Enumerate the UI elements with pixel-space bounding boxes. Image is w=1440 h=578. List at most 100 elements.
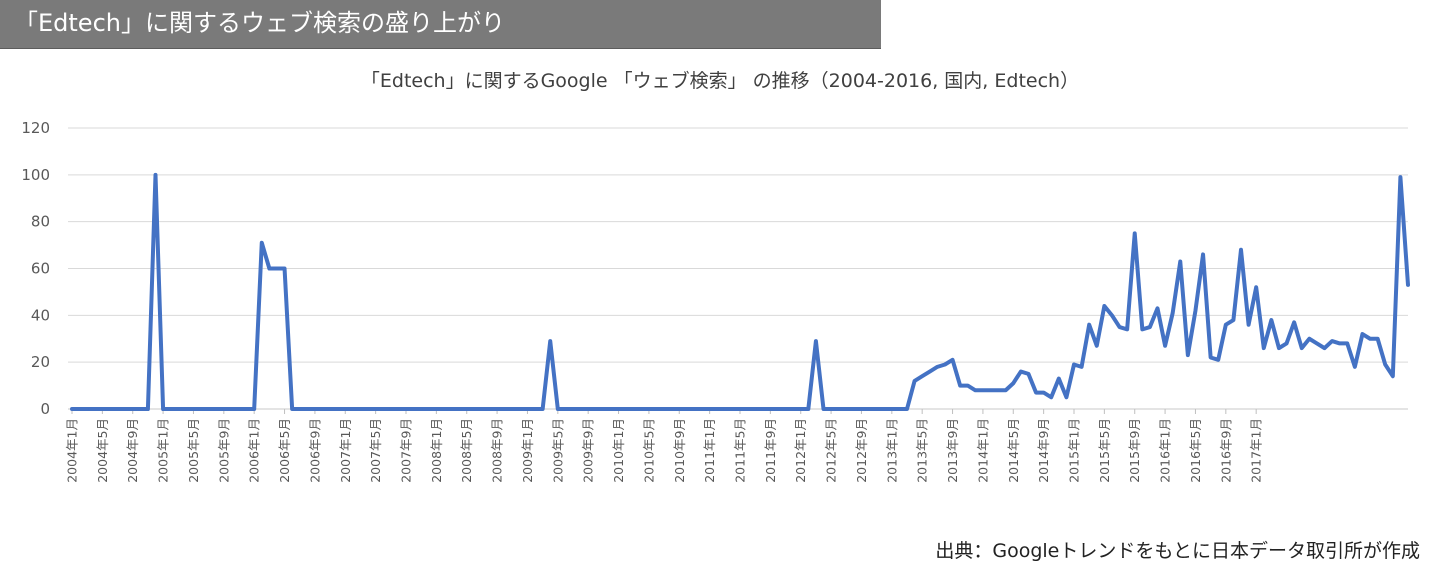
- data-point: [784, 407, 788, 411]
- data-point: [1338, 341, 1342, 345]
- data-point: [814, 339, 818, 343]
- data-point: [465, 407, 469, 411]
- data-point: [730, 407, 734, 411]
- data-point: [298, 407, 302, 411]
- data-point: [199, 407, 203, 411]
- data-point: [85, 407, 89, 411]
- data-point: [207, 407, 211, 411]
- data-point: [381, 407, 385, 411]
- data-point: [412, 407, 416, 411]
- data-point: [260, 241, 264, 245]
- data-point: [154, 173, 157, 177]
- data-point: [108, 407, 112, 411]
- data-point: [541, 407, 545, 411]
- data-point: [768, 407, 772, 411]
- x-tick-label: 2009年5月: [550, 418, 565, 483]
- data-point: [245, 407, 249, 411]
- x-tick-label: 2004年1月: [65, 418, 80, 483]
- data-point: [457, 407, 461, 411]
- data-point: [920, 374, 924, 378]
- x-tick-label: 2013年5月: [915, 418, 930, 483]
- data-point: [525, 407, 529, 411]
- data-point: [434, 407, 438, 411]
- data-point: [609, 407, 613, 411]
- data-point: [510, 407, 514, 411]
- data-point: [1186, 353, 1190, 357]
- data-point: [822, 407, 825, 411]
- data-point: [472, 407, 476, 411]
- data-point: [677, 407, 681, 411]
- data-point: [1019, 370, 1023, 374]
- x-tick-label: 2007年9月: [399, 418, 414, 483]
- x-tick-label: 2006年5月: [277, 418, 292, 483]
- data-point: [374, 407, 378, 411]
- data-point: [973, 388, 977, 392]
- data-point: [1095, 344, 1099, 348]
- x-tick-label: 2008年9月: [490, 418, 505, 483]
- data-point: [427, 407, 431, 411]
- data-point: [138, 407, 142, 411]
- data-point: [966, 384, 970, 388]
- data-point: [123, 407, 127, 411]
- banner-title: 「Edtech」に関するウェブ検索の盛り上がり: [14, 9, 505, 37]
- data-point: [419, 407, 423, 411]
- data-point: [601, 407, 605, 411]
- data-point: [1224, 323, 1228, 327]
- y-tick-label: 60: [31, 260, 50, 278]
- data-point: [305, 407, 309, 411]
- data-point: [761, 407, 765, 411]
- data-point: [252, 407, 256, 411]
- data-point: [1140, 327, 1144, 331]
- data-point: [1307, 337, 1311, 341]
- data-point: [685, 407, 689, 411]
- data-point: [267, 267, 271, 270]
- data-point: [191, 407, 195, 411]
- data-point: [1026, 372, 1030, 376]
- data-point: [1239, 248, 1243, 252]
- data-point: [563, 407, 567, 411]
- data-point: [1231, 318, 1235, 322]
- data-point: [396, 407, 400, 411]
- data-point: [928, 370, 932, 374]
- data-point: [503, 407, 507, 411]
- data-point: [746, 407, 750, 411]
- data-point: [184, 407, 188, 411]
- data-point: [358, 407, 362, 411]
- data-point: [1315, 341, 1319, 345]
- data-point: [1133, 231, 1137, 235]
- x-tick-label: 2013年9月: [945, 418, 960, 483]
- x-tick-label: 2010年9月: [672, 418, 687, 483]
- data-point: [632, 407, 636, 411]
- data-point: [935, 365, 939, 369]
- data-point: [571, 407, 575, 411]
- data-point: [1406, 283, 1410, 287]
- data-point: [1391, 374, 1395, 378]
- x-tick-label: 2008年5月: [459, 418, 474, 483]
- data-point: [1323, 346, 1326, 350]
- x-tick-label: 2013年1月: [884, 418, 899, 483]
- data-point: [639, 407, 643, 411]
- y-tick-label: 80: [31, 213, 50, 231]
- data-point: [1345, 341, 1349, 345]
- x-tick-label: 2012年9月: [854, 418, 869, 483]
- data-point: [806, 407, 810, 411]
- data-point: [93, 407, 97, 411]
- data-point: [1398, 175, 1402, 179]
- data-point: [548, 339, 552, 343]
- data-point: [1049, 395, 1053, 399]
- data-point: [556, 407, 560, 411]
- data-point: [700, 407, 704, 411]
- data-point: [169, 407, 173, 411]
- data-point: [776, 407, 780, 411]
- data-point: [161, 407, 165, 411]
- data-point: [958, 384, 962, 388]
- x-tick-label: 2006年9月: [307, 418, 322, 483]
- data-point: [1376, 337, 1380, 341]
- data-point: [738, 407, 742, 411]
- data-point: [981, 388, 985, 392]
- data-point: [1034, 391, 1038, 395]
- x-tick-label: 2016年5月: [1188, 418, 1203, 483]
- data-point: [1125, 327, 1129, 331]
- x-tick-label: 2004年9月: [125, 418, 140, 483]
- data-point: [1087, 323, 1091, 327]
